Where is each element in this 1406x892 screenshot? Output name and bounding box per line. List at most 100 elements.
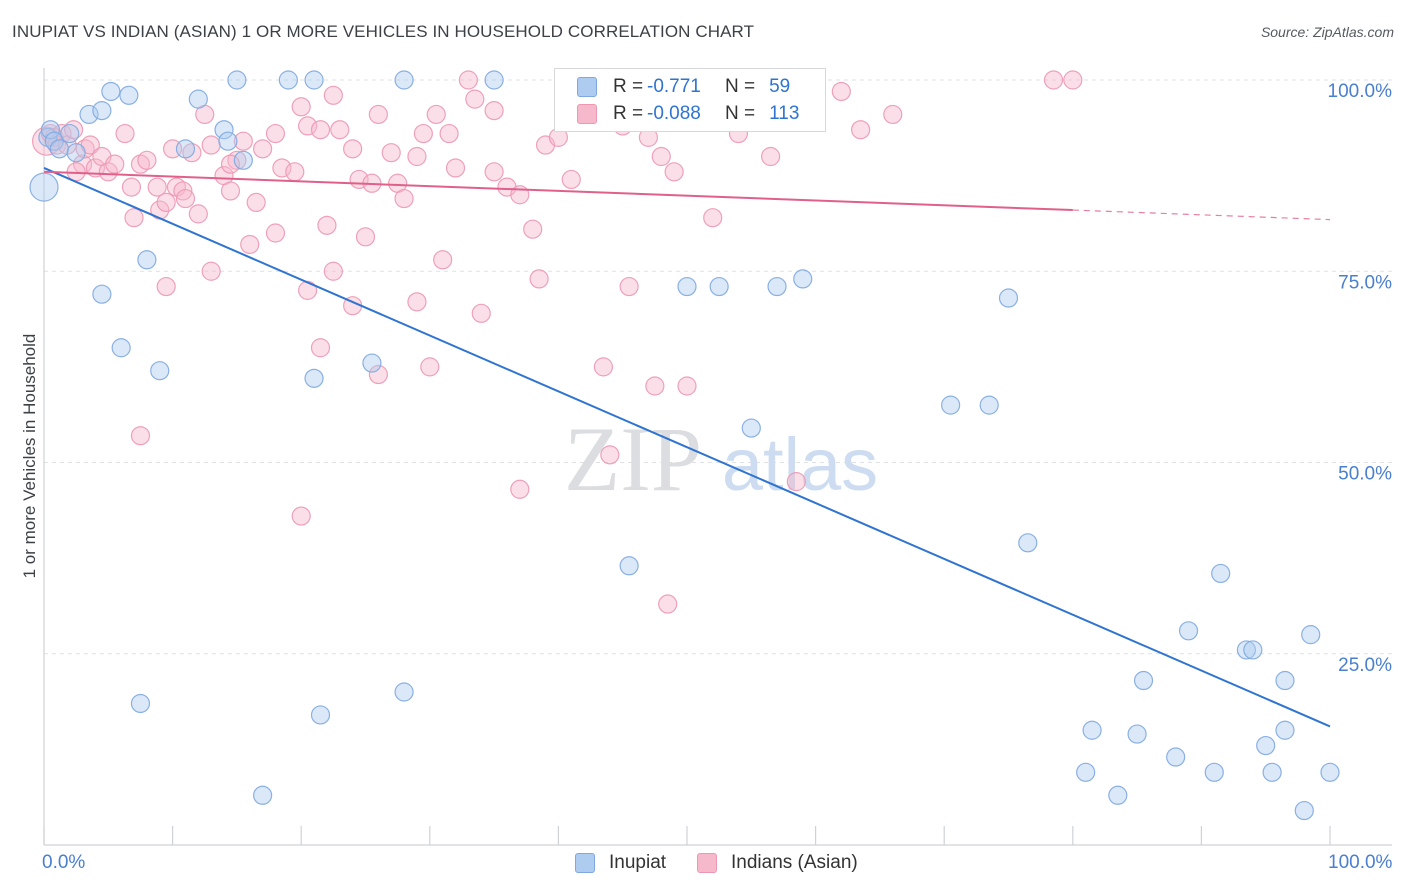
inupiat-point (175, 139, 196, 159)
indians-asian-point (323, 85, 343, 105)
inupiat-point (793, 269, 813, 289)
indians-asian-point (445, 158, 466, 178)
indians-asian-point (265, 123, 286, 144)
indians-asian-point (115, 123, 135, 144)
indians-asian-point (298, 116, 318, 136)
indians-asian-point (130, 426, 151, 446)
inupiat-point (394, 682, 414, 702)
indians-asian-point (52, 123, 72, 144)
inupiat-point (101, 81, 121, 102)
inupiat-point (29, 172, 59, 202)
indians-asian-point (85, 158, 106, 178)
inupiat-point (150, 361, 170, 381)
inupiat-point (1166, 747, 1186, 767)
inupiat-point (1275, 720, 1295, 740)
inupiat-point (979, 395, 999, 415)
indians-asian-point (188, 204, 208, 224)
indians-asian-point (105, 154, 125, 174)
legend-label-indians-asian: Indians (Asian) (731, 852, 858, 873)
legend-item-inupiat[interactable]: Inupiat (575, 852, 666, 874)
indians-asian-point (420, 357, 440, 377)
inupiat-point (1301, 625, 1321, 645)
indians-asian-point (484, 100, 504, 121)
indians-asian-point (310, 338, 331, 358)
inupiat-point (278, 70, 298, 90)
inupiat-point (92, 284, 112, 304)
indians-asian-swatch (577, 104, 597, 124)
inupiat-point (1294, 800, 1314, 821)
indians-asian-point (240, 234, 260, 255)
inupiat-point (79, 104, 99, 125)
indians-asian-point (355, 227, 376, 247)
y-tick-label: 50.0% (1338, 464, 1392, 485)
r-label: R = (613, 76, 644, 97)
indians-asian-point (677, 376, 697, 396)
y-tick-label: 75.0% (1338, 272, 1392, 293)
inupiat-point (941, 395, 961, 415)
indians-asian-point (471, 303, 491, 323)
inupiat-point (362, 353, 382, 373)
series-inupiat (29, 70, 1340, 821)
inupiat-point (1108, 785, 1128, 805)
inupiat-point (741, 418, 761, 438)
indians-asian-point (368, 104, 388, 125)
inupiat-point (130, 693, 151, 714)
indians-asian-point (458, 70, 478, 90)
inupiat-point (119, 85, 139, 105)
trend-line-indians-asian-extension (1072, 209, 1331, 221)
inupiat-point (111, 338, 131, 358)
inupiat-point (49, 139, 70, 159)
inupiat-point (1127, 724, 1147, 744)
indians-asian-point (310, 120, 331, 140)
inupiat-point (1082, 720, 1102, 740)
inupiat-point (484, 70, 504, 90)
inupiat-point (767, 276, 787, 297)
inupiat-point (188, 89, 208, 109)
indians-asian-point (156, 276, 176, 297)
legend-row-inupiat: R = -0.771 N = 59 (577, 74, 790, 100)
indians-asian-point (413, 123, 433, 144)
indians-asian-point (561, 169, 581, 190)
inupiat-point (40, 120, 61, 140)
inupiat-point (304, 368, 324, 388)
indians-asian-point (426, 104, 446, 125)
x-tick-label-min: 0.0% (42, 852, 86, 873)
indians-asian-point (265, 223, 286, 243)
indians-asian-point (407, 292, 427, 312)
n-value-indians-asian: 113 (769, 103, 800, 124)
indians-asian-point (246, 192, 266, 212)
indians-asian-point (147, 177, 167, 197)
indians-asian-point (98, 162, 118, 182)
trend-line-indians-asian (43, 170, 1073, 212)
indians-asian-point (137, 150, 157, 170)
inupiat-point (304, 70, 324, 90)
inupiat-point (66, 143, 86, 163)
inupiat-point (1236, 640, 1257, 660)
inupiat-point (619, 556, 639, 576)
indians-asian-point (658, 594, 678, 614)
indians-asian-point (323, 261, 343, 281)
inupiat-point (998, 288, 1019, 308)
inupiat-point (1320, 762, 1340, 782)
watermark: ZIP atlas (564, 408, 878, 510)
inupiat-point (1133, 670, 1154, 691)
n-value-inupiat: 59 (769, 76, 791, 97)
inupiat-legend-swatch (575, 853, 595, 873)
indians-asian-point (664, 162, 684, 182)
r-label: R = (613, 103, 644, 124)
indians-asian-point (523, 219, 543, 239)
indians-asian-point (600, 445, 620, 465)
indians-asian-point (156, 192, 176, 212)
source-label: Source: ZipAtlas.com (1260, 24, 1394, 40)
x-tick-label-max: 100.0% (1328, 852, 1393, 873)
indians-asian-point (285, 162, 305, 182)
legend-item-indians-asian[interactable]: Indians (Asian) (697, 852, 858, 874)
legend-label-inupiat: Inupiat (609, 852, 667, 873)
correlation-legend: R = -0.771 N = 59 R = -0.088 N = 113 (554, 68, 826, 132)
y-tick-label: 100.0% (1328, 81, 1393, 102)
indians-asian-point (201, 135, 221, 155)
inupiat-point (253, 785, 273, 805)
inupiat-point (1211, 563, 1231, 584)
inupiat-point (709, 276, 729, 297)
